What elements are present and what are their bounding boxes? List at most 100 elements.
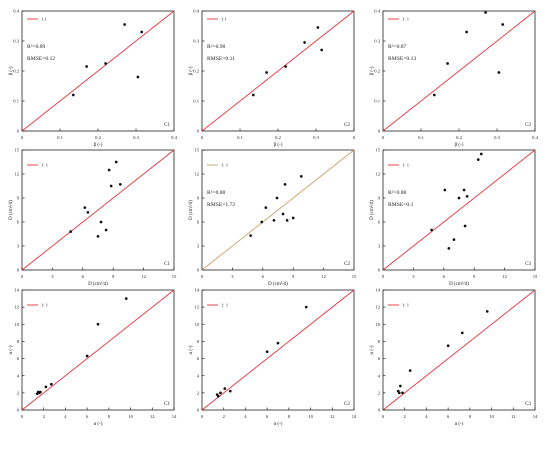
data-point: [124, 297, 128, 300]
identity-line: [382, 149, 536, 271]
y-axis-label: β (-): [370, 66, 375, 75]
y-tick-label: 12: [14, 305, 19, 310]
panel-7: 0 2 4 6 8 10 12 14 0 2 4 6 8 10 12 14 α (-) α (-) 1: 1 C1: [9, 288, 177, 427]
y-tick-label: 12: [194, 305, 199, 310]
identity-line: [21, 149, 175, 271]
legend-label: 1: 1: [402, 303, 410, 308]
panel-tag: C1: [164, 402, 170, 407]
y-tick-label: 0.4: [193, 9, 199, 14]
data-point: [272, 219, 276, 222]
y-tick-label: 9: [378, 196, 381, 201]
data-point: [283, 183, 287, 186]
y-tick-label: 8: [378, 339, 381, 344]
y-axis-label: α (-): [9, 345, 14, 354]
y-tick-label: 12: [14, 172, 19, 177]
x-tick-label: 9: [473, 274, 476, 279]
x-tick-label: 6: [82, 274, 85, 279]
data-point: [85, 354, 89, 358]
x-tick-label: 0.3: [133, 135, 139, 140]
y-tick-label: 0: [197, 408, 200, 413]
data-point: [39, 390, 42, 394]
x-tick-label: 4: [244, 414, 247, 419]
x-tick-label: 0: [201, 414, 204, 419]
y-tick-label: 0.4: [374, 9, 380, 14]
x-tick-label: 9: [292, 274, 295, 279]
y-tick-label: 0.3: [13, 39, 19, 44]
data-point: [275, 196, 279, 200]
y-tick-label: 14: [14, 288, 19, 293]
x-tick-label: 0.1: [418, 135, 424, 140]
y-tick-label: 0.1: [193, 99, 199, 104]
data-point: [446, 344, 450, 348]
x-axis-label: D (cm²/d): [449, 281, 469, 287]
x-tick-label: 0: [382, 274, 385, 279]
y-tick-label: 0.1: [374, 99, 380, 104]
y-tick-label: 3: [17, 244, 20, 249]
x-tick-label: 14: [172, 414, 177, 419]
y-tick-label: 10: [14, 322, 19, 327]
plot-frame: [382, 289, 536, 411]
data-point: [479, 152, 483, 156]
x-tick-label: 0: [21, 135, 24, 140]
x-tick-label: 9: [112, 274, 115, 279]
rmse-label: RMSE=1.72: [207, 202, 235, 208]
panel-tag: C3: [525, 402, 531, 407]
y-tick-label: 12: [194, 172, 199, 177]
x-tick-label: 8: [108, 414, 111, 419]
legend-label: 1:1: [221, 17, 228, 22]
y-tick-label: 0: [197, 129, 200, 134]
data-point: [99, 220, 103, 224]
y-axis-label: α (-): [189, 345, 194, 354]
x-tick-label: 14: [352, 414, 357, 419]
panel-9: 0 2 4 6 8 10 12 14 0 2 4 6 8 10 12 14 α (-) α (-) 1: 1 C3: [370, 288, 538, 427]
data-point: [85, 65, 88, 68]
y-tick-label: 14: [194, 288, 199, 293]
data-point: [83, 206, 87, 209]
y-tick-label: 0.3: [374, 39, 380, 44]
legend-label: 1: 1: [221, 163, 229, 168]
data-point: [443, 188, 447, 192]
x-axis-label: α (-): [94, 422, 103, 427]
panel-4: 0 3 6 9 12 15 0 3 6 9 12 15 D (cm²/d) D (cm²/d) 1: 1 C1: [8, 148, 177, 287]
x-tick-label: 0.1: [237, 135, 243, 140]
r2-label: R²=0.88: [207, 190, 226, 196]
data-point: [276, 341, 280, 345]
x-axis-label: β (-): [94, 143, 103, 148]
data-point: [408, 369, 412, 372]
data-point: [447, 247, 451, 250]
plot-frame: [201, 289, 355, 411]
data-point: [501, 23, 505, 26]
x-tick-label: 2: [404, 414, 407, 419]
data-point: [484, 11, 487, 14]
y-tick-label: 3: [378, 244, 381, 249]
data-point: [285, 219, 289, 222]
x-tick-label: 0.2: [95, 135, 101, 140]
panel-tag: C3: [525, 262, 531, 267]
data-point: [223, 387, 227, 390]
y-tick-label: 6: [197, 220, 200, 225]
data-point: [216, 394, 220, 398]
panel-6: 0 3 6 9 12 15 0 3 6 9 12 15 D (cm²/d) D (cm²/d) 1: 1 R²…: [369, 148, 538, 287]
x-tick-label: 12: [511, 414, 516, 419]
x-tick-label: 8: [288, 414, 291, 419]
legend-label: 1: 1: [41, 303, 49, 308]
y-axis-label: β (-): [189, 66, 194, 75]
x-tick-label: 12: [150, 414, 155, 419]
data-point: [104, 228, 108, 232]
panel-tag: C1: [164, 262, 170, 267]
y-tick-label: 6: [197, 356, 200, 361]
y-tick-label: 2: [378, 390, 381, 395]
x-tick-label: 0.4: [171, 135, 177, 140]
data-point: [432, 93, 436, 97]
data-point: [284, 65, 287, 68]
data-point: [71, 93, 75, 97]
x-tick-label: 15: [172, 274, 177, 279]
y-tick-label: 8: [17, 339, 20, 344]
x-tick-label: 12: [321, 274, 326, 279]
y-tick-label: 12: [375, 305, 380, 310]
data-point: [107, 168, 111, 172]
identity-line: [21, 10, 175, 132]
x-tick-label: 0.3: [494, 135, 500, 140]
panel-3: 0 0.1 0.2 0.3 0.4 0 0.1 0.2 0.3 0.4 β (-) β (-) 1: 1…: [370, 9, 539, 148]
